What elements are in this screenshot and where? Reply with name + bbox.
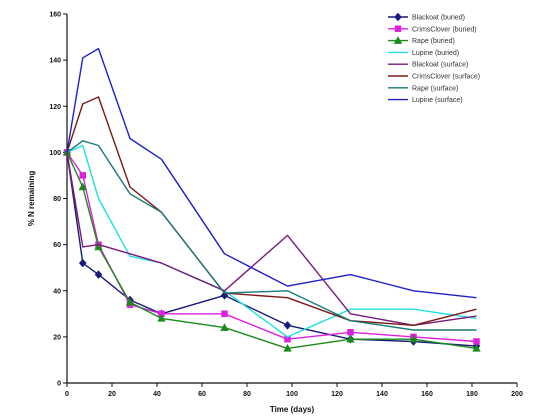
x-tick-label: 0 <box>65 391 69 398</box>
data-point <box>220 323 229 331</box>
series-line <box>66 140 477 331</box>
series-4 <box>66 144 477 338</box>
data-point <box>473 338 480 345</box>
x-axis-ticks: 0 20 40 60 80 100 120 140 160 180 200 <box>65 383 523 398</box>
data-point <box>94 270 103 279</box>
legend-item: Lupine (surface) <box>388 97 463 104</box>
legend-label: Rape (surface) <box>412 85 458 92</box>
series-line <box>66 152 477 326</box>
series-line <box>66 47 477 299</box>
data-point <box>78 182 87 191</box>
x-axis-title: Time (days) <box>270 405 315 414</box>
legend-marker <box>394 12 402 22</box>
data-point <box>79 172 86 179</box>
legend-item: Blackoat (buried) <box>388 12 465 22</box>
data-point <box>221 310 228 318</box>
legend-marker <box>394 25 402 33</box>
series-5 <box>66 152 477 326</box>
y-tick-label: 100 <box>49 150 61 157</box>
y-axis-title: % N remaining <box>27 171 36 227</box>
x-tick-label: 20 <box>108 391 116 398</box>
series-line <box>66 152 477 343</box>
y-tick-label: 160 <box>49 12 61 19</box>
data-point <box>409 334 418 343</box>
legend-label: Blackoat (surface) <box>412 62 468 69</box>
data-point <box>78 258 87 268</box>
y-tick-label: 20 <box>53 334 61 341</box>
legend-label: Rape (buried) <box>412 38 455 45</box>
y-tick-label: 0 <box>57 381 61 388</box>
x-tick-label: 140 <box>376 391 388 398</box>
series-7 <box>66 140 477 331</box>
y-tick-label: 120 <box>49 104 61 111</box>
data-point <box>283 343 292 352</box>
x-tick-label: 80 <box>243 391 251 398</box>
x-tick-label: 40 <box>153 391 161 398</box>
legend-label: Lupine (buried) <box>412 50 459 57</box>
legend-label: Blackoat (buried) <box>412 15 465 22</box>
legend-marker <box>393 36 403 44</box>
series-layer <box>62 47 481 352</box>
legend-label: CrimsClover (buried) <box>412 26 477 33</box>
data-point <box>157 313 166 322</box>
y-axis-ticks: 0 20 40 60 80 100 120 140 160 <box>49 12 67 388</box>
legend-label: CrimsClover (surface) <box>412 74 480 81</box>
plot-area: 0 20 40 60 80 100 120 140 160 180 200 0 20 40 60 80 100… <box>49 12 523 399</box>
x-tick-label: 200 <box>511 391 523 398</box>
legend: Blackoat (buried) CrimsClover (buried) Rap… <box>388 12 480 104</box>
y-tick-label: 60 <box>53 242 61 249</box>
series-line <box>66 152 477 350</box>
series-2 <box>63 149 480 345</box>
legend-item: Rape (surface) <box>388 85 458 92</box>
y-tick-label: 140 <box>49 58 61 65</box>
data-point <box>125 297 135 306</box>
legend-item: CrimsClover (buried) <box>388 25 477 33</box>
legend-item: Blackoat (surface) <box>388 62 468 69</box>
x-tick-label: 100 <box>286 391 298 398</box>
series-8 <box>66 47 477 299</box>
x-tick-label: 60 <box>198 391 206 398</box>
data-point <box>94 242 103 251</box>
data-point <box>346 334 355 343</box>
y-tick-label: 80 <box>53 196 61 203</box>
data-point <box>347 329 354 336</box>
series-3 <box>62 147 481 352</box>
series-line <box>66 144 477 338</box>
legend-item: CrimsClover (surface) <box>388 74 480 81</box>
x-tick-label: 120 <box>331 391 343 398</box>
legend-item: Rape (buried) <box>388 36 455 45</box>
x-tick-label: 160 <box>421 391 433 398</box>
y-tick-label: 40 <box>53 288 61 295</box>
x-tick-label: 180 <box>466 391 478 398</box>
legend-item: Lupine (buried) <box>388 50 459 57</box>
data-point <box>283 320 292 330</box>
series-line <box>66 152 477 347</box>
legend-label: Lupine (surface) <box>412 97 463 104</box>
data-point <box>472 343 481 352</box>
